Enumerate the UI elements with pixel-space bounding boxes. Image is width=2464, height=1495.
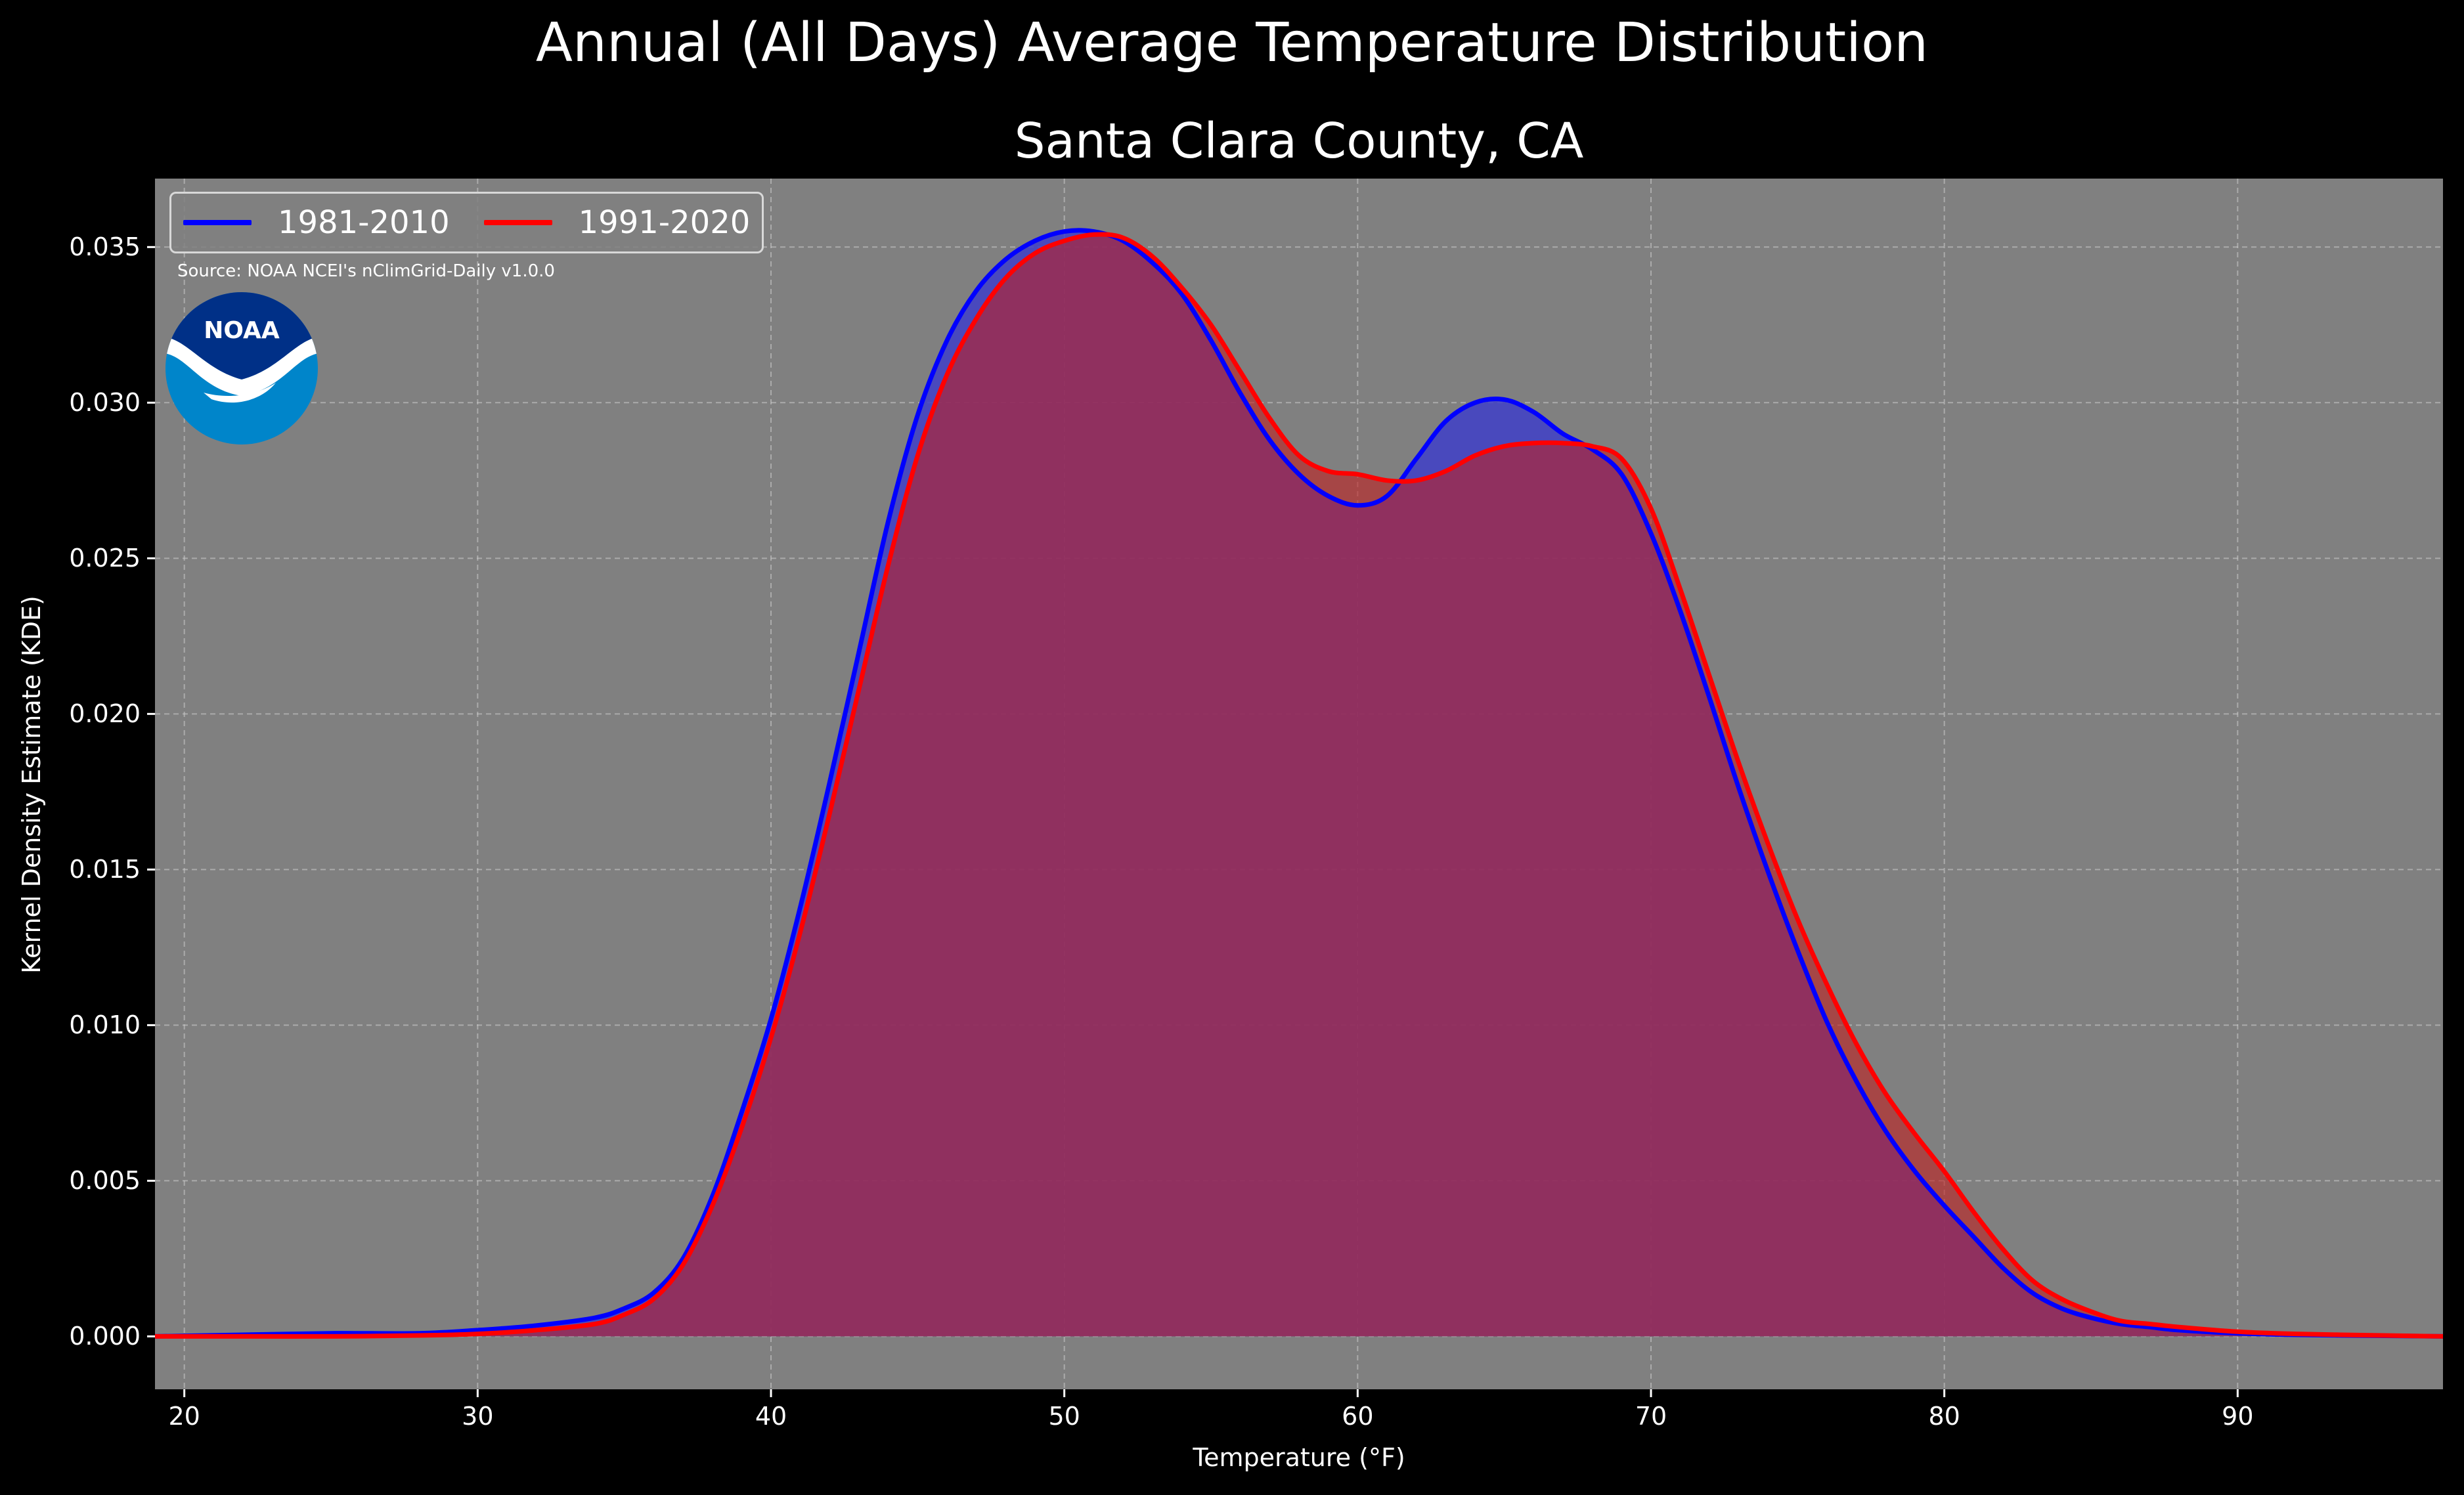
x-tick-label: 30 [462, 1402, 494, 1431]
y-tick-label: 0.000 [69, 1322, 141, 1351]
x-tick-label: 50 [1048, 1402, 1080, 1431]
series-fill-1991-2020 [155, 234, 2443, 1337]
legend-item-1981-2010: 1981-2010 [183, 204, 450, 241]
series-line-1991-2020 [155, 232, 2444, 1339]
legend-label: 1991-2020 [578, 204, 751, 241]
y-tick-label: 0.005 [69, 1166, 141, 1196]
y-tick-label: 0.025 [69, 544, 141, 573]
legend-swatch-red [483, 220, 552, 225]
y-tick-label: 0.010 [69, 1010, 141, 1040]
legend-label: 1981-2010 [278, 204, 450, 241]
series-line-1981-2010 [154, 228, 2444, 1339]
x-tick-label: 90 [2222, 1402, 2254, 1431]
chart-suptitle: Annual (All Days) Average Temperature Di… [535, 12, 1929, 74]
series-lines [154, 228, 2444, 1339]
x-tick-label: 80 [1928, 1402, 1960, 1431]
legend-item-1991-2020: 1991-2020 [483, 204, 751, 241]
y-axis-label: Kernel Density Estimate (KDE) [17, 596, 46, 974]
legend-swatch-blue [183, 220, 252, 225]
chart-title: Santa Clara County, CA [1014, 113, 1584, 169]
noaa-logo: NOAA [165, 292, 318, 444]
y-tick-label: 0.030 [69, 388, 141, 418]
axis-ticks [147, 246, 2239, 1397]
noaa-logo-text: NOAA [204, 317, 280, 344]
x-tick-label: 20 [168, 1402, 200, 1431]
x-axis-label: Temperature (°F) [1193, 1443, 1405, 1472]
x-tick-label: 60 [1342, 1402, 1374, 1431]
y-tick-label: 0.035 [69, 232, 141, 262]
series-fills [155, 230, 2443, 1337]
y-tick-label: 0.015 [69, 855, 141, 884]
source-note: Source: NOAA NCEI's nClimGrid-Daily v1.0… [177, 261, 555, 281]
x-tick-label: 70 [1635, 1402, 1667, 1431]
x-tick-label: 40 [755, 1402, 787, 1431]
legend: 1981-2010 1991-2020 [169, 192, 764, 253]
y-tick-label: 0.020 [69, 699, 141, 729]
